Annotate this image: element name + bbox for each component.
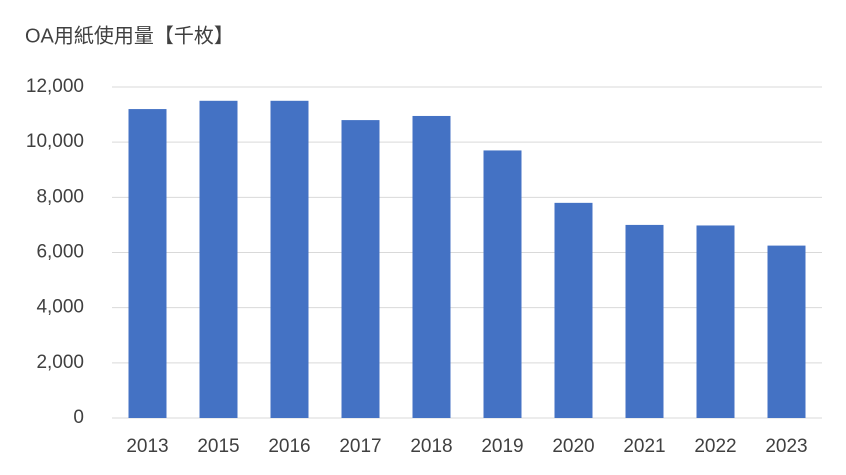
bar — [128, 109, 167, 419]
x-tick-label: 2023 — [765, 436, 807, 457]
bar — [412, 115, 451, 419]
y-tick-label: 2,000 — [36, 352, 84, 373]
x-tick-label: 2020 — [552, 436, 594, 457]
bar — [554, 202, 593, 418]
y-tick-label: 0 — [73, 407, 84, 428]
x-tick-label: 2015 — [197, 436, 239, 457]
bar — [341, 120, 380, 418]
x-tick-label: 2021 — [623, 436, 665, 457]
bar — [270, 100, 309, 419]
bar — [625, 224, 664, 418]
x-tick-label: 2013 — [126, 436, 168, 457]
x-tick-label: 2019 — [481, 436, 523, 457]
y-tick-label: 10,000 — [26, 131, 84, 152]
y-tick-label: 8,000 — [36, 186, 84, 207]
y-tick-label: 12,000 — [26, 76, 84, 97]
bar — [199, 100, 238, 419]
x-tick-label: 2022 — [694, 436, 736, 457]
bar — [483, 150, 522, 419]
x-tick-label: 2017 — [339, 436, 381, 457]
y-tick-label: 6,000 — [36, 242, 84, 263]
bar — [767, 245, 806, 418]
y-tick-label: 4,000 — [36, 297, 84, 318]
x-tick-label: 2016 — [268, 436, 310, 457]
bar — [696, 225, 735, 418]
chart-title: OA用紙使用量【千枚】 — [25, 24, 234, 47]
x-tick-label: 2018 — [410, 436, 452, 457]
